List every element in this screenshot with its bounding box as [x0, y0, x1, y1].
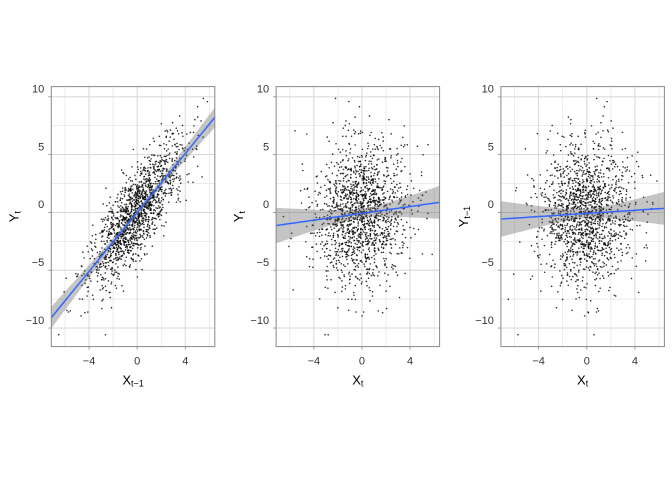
svg-text:4: 4	[632, 356, 638, 368]
svg-text:Xt: Xt	[577, 373, 589, 389]
svg-text:0: 0	[263, 199, 269, 211]
svg-text:0: 0	[38, 199, 44, 211]
svg-text:10: 10	[257, 84, 269, 96]
svg-text:4: 4	[407, 356, 413, 368]
svg-text:0: 0	[134, 356, 140, 368]
svg-text:Yt: Yt	[231, 211, 247, 223]
svg-text:−10: −10	[475, 315, 494, 327]
svg-text:5: 5	[488, 141, 494, 153]
svg-text:0: 0	[359, 356, 365, 368]
svg-text:Yt−1: Yt−1	[456, 206, 472, 227]
svg-text:−5: −5	[481, 257, 494, 269]
svg-text:0: 0	[584, 356, 590, 368]
svg-text:5: 5	[38, 141, 44, 153]
svg-text:5: 5	[263, 141, 269, 153]
svg-text:−10: −10	[26, 315, 45, 327]
svg-text:10: 10	[482, 84, 494, 96]
svg-text:Xt: Xt	[352, 373, 364, 389]
svg-text:−5: −5	[257, 257, 270, 269]
svg-text:−4: −4	[83, 356, 96, 368]
svg-text:Yt: Yt	[6, 211, 22, 223]
svg-text:0: 0	[488, 199, 494, 211]
svg-text:Xt−1: Xt−1	[122, 373, 143, 389]
svg-text:−10: −10	[250, 315, 269, 327]
svg-text:4: 4	[182, 356, 188, 368]
svg-text:−4: −4	[532, 356, 545, 368]
svg-text:−4: −4	[308, 356, 321, 368]
svg-text:10: 10	[32, 84, 44, 96]
svg-text:−5: −5	[32, 257, 45, 269]
